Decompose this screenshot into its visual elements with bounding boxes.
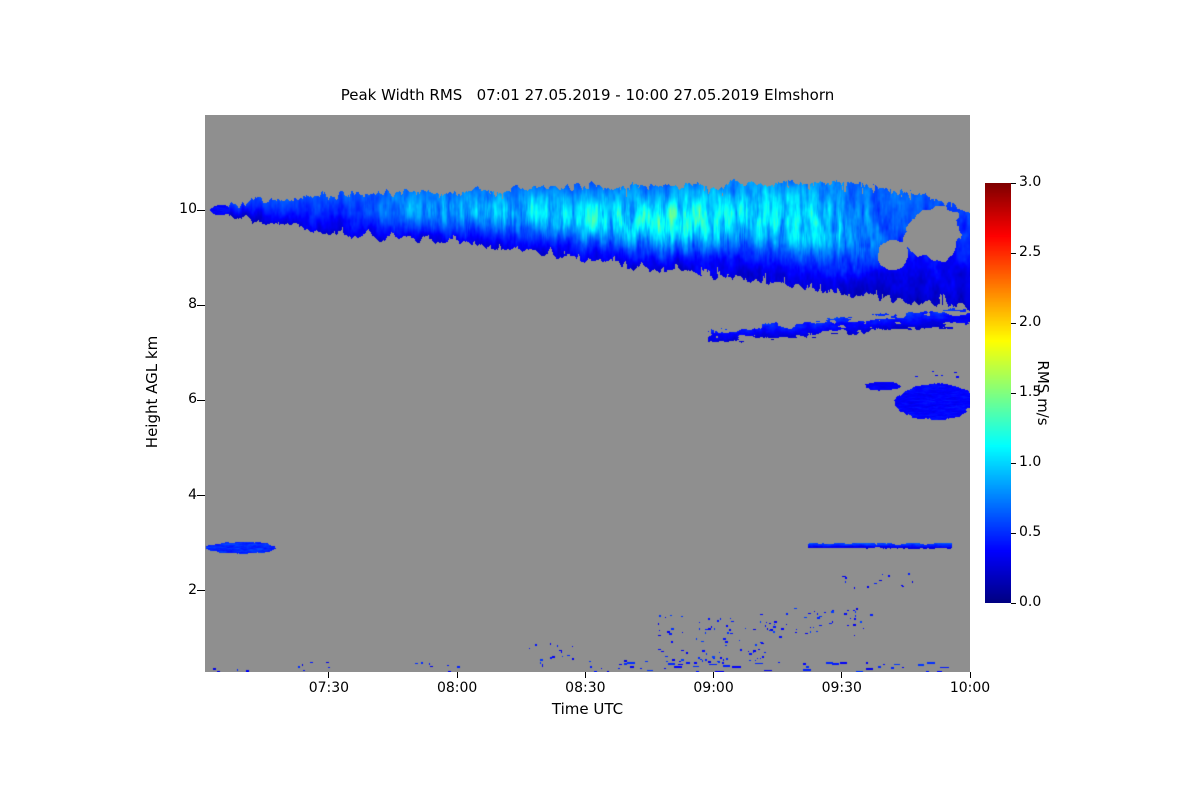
y-tick [197, 399, 205, 401]
heatmap-canvas [205, 115, 970, 672]
x-tick-label: 09:30 [821, 680, 862, 696]
x-tick [328, 672, 330, 678]
x-tick-label: 07:30 [308, 680, 350, 696]
y-tick [197, 304, 205, 306]
colorbar-tick-label: 1.5 [1019, 384, 1042, 400]
y-tick-label: 2 [188, 581, 197, 598]
colorbar-tick [1011, 322, 1016, 324]
x-tick [584, 672, 586, 678]
colorbar-tick [1011, 252, 1016, 254]
y-tick [197, 495, 205, 497]
y-tick-label: 8 [188, 296, 197, 313]
chart-title: Peak Width RMS 07:01 27.05.2019 - 10:00 … [340, 86, 835, 104]
y-tick-label: 6 [188, 391, 197, 408]
x-tick [969, 672, 971, 678]
x-tick [713, 672, 715, 678]
colorbar-tick-label: 2.5 [1019, 244, 1042, 260]
y-tick-label: 10 [179, 201, 197, 218]
x-axis-label: Time UTC [551, 700, 624, 718]
y-tick [197, 209, 205, 211]
colorbar-tick [1011, 602, 1016, 604]
x-tick-label: 10:00 [949, 680, 991, 696]
colorbar-tick-label: 3.0 [1019, 174, 1042, 190]
y-tick [197, 590, 205, 592]
colorbar-tick-label: 0.0 [1019, 594, 1042, 610]
colorbar-canvas [985, 183, 1011, 603]
colorbar-tick [1011, 532, 1016, 534]
colorbar-tick-label: 2.0 [1019, 314, 1042, 330]
y-tick-label: 4 [188, 486, 197, 503]
x-tick [456, 672, 458, 678]
x-tick-label: 08:30 [565, 680, 606, 696]
x-tick [841, 672, 843, 678]
x-tick-label: 09:00 [693, 680, 734, 696]
colorbar-tick-label: 0.5 [1019, 524, 1042, 540]
colorbar-tick [1011, 182, 1016, 184]
colorbar-tick [1011, 462, 1016, 464]
x-tick-label: 08:00 [436, 680, 478, 696]
colorbar-tick-label: 1.0 [1019, 454, 1042, 470]
colorbar-tick [1011, 392, 1016, 394]
